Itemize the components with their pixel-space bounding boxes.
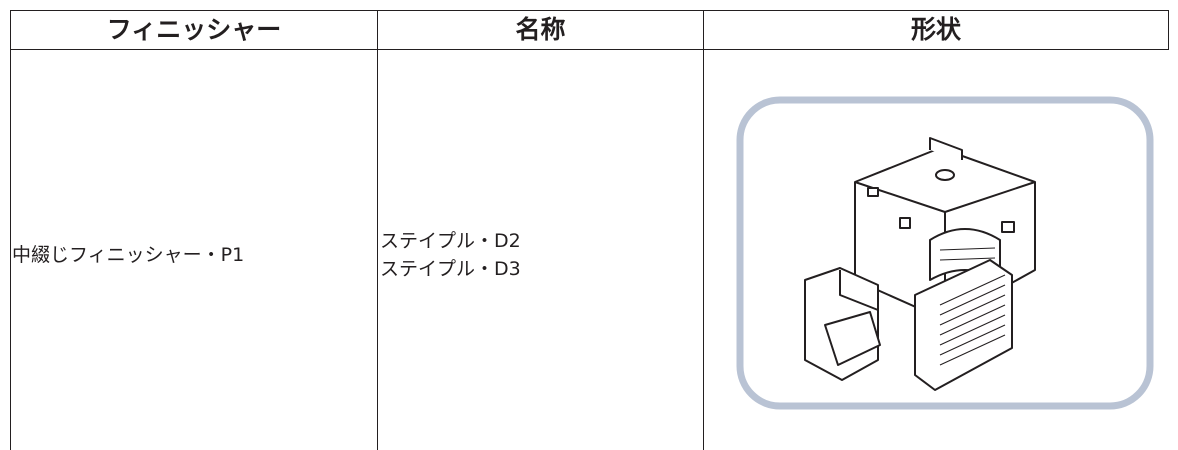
finisher-name: 中綴じフィニッシャー・P1 bbox=[12, 244, 245, 266]
table-top-border bbox=[10, 10, 1169, 11]
header-cell: フィニッシャー bbox=[106, 15, 282, 44]
product-illustration bbox=[736, 96, 1154, 410]
hatching bbox=[939, 247, 1006, 366]
item-name: ステイプル・D2 bbox=[380, 230, 521, 252]
item-name: ステイプル・D3 bbox=[380, 258, 521, 280]
column-border bbox=[1168, 10, 1169, 50]
header-bottom-border bbox=[10, 49, 1169, 50]
column-border bbox=[10, 10, 11, 450]
header-cell: 形状 bbox=[910, 15, 961, 44]
column-border bbox=[377, 10, 378, 450]
staple-cartridge bbox=[804, 137, 1036, 391]
header-cell: 名称 bbox=[515, 15, 566, 44]
image-frame bbox=[736, 96, 1154, 410]
item-names: ステイプル・D2 ステイプル・D3 bbox=[380, 227, 521, 283]
column-border bbox=[703, 10, 704, 450]
